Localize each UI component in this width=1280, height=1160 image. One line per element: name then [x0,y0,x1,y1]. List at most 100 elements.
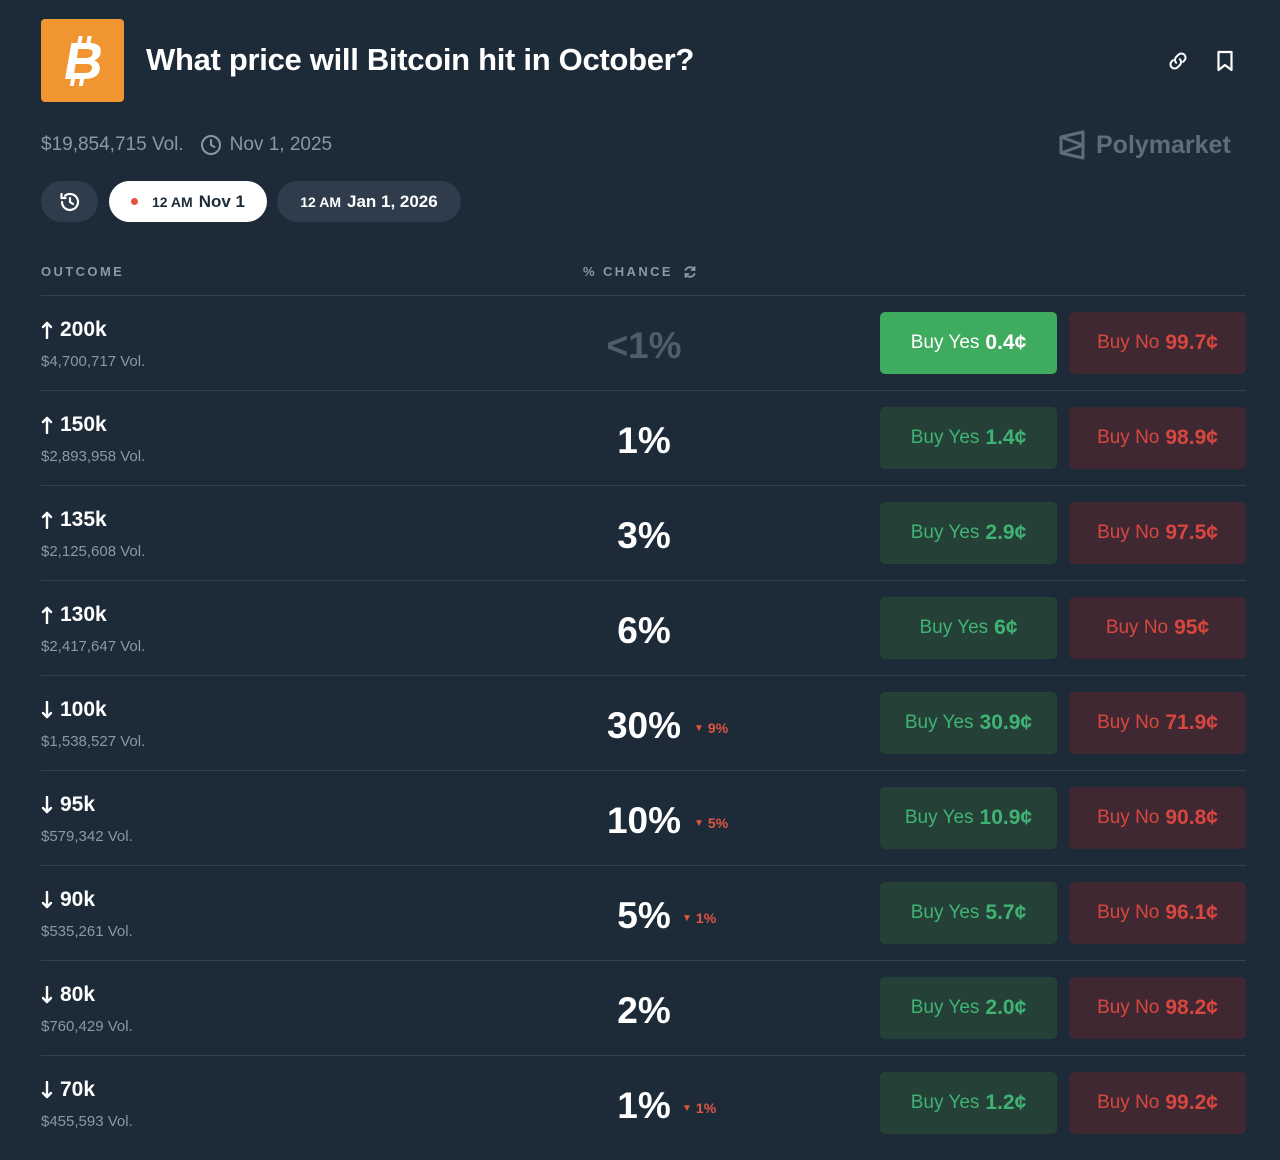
table-row[interactable]: 90k $535,261 Vol. 5% ▼ 1% Buy Yes 5.7¢ Buy No 96… [41,865,1246,960]
yes-price: 1.2¢ [985,1091,1027,1114]
buy-no-label: Buy No [1097,807,1160,828]
chance-value: 3% [617,515,671,556]
clock-icon [200,134,222,156]
buy-no-label: Buy No [1097,997,1160,1018]
no-price: 90.8¢ [1165,806,1218,829]
buy-no-button[interactable]: Buy No 98.9¢ [1069,407,1246,469]
outcome-name: 80k [41,983,95,1007]
table-row[interactable]: 100k $1,538,527 Vol. 30% ▼ 9% Buy Yes 30.9¢ Buy… [41,675,1246,770]
arrow-down-icon [41,701,53,719]
buy-no-button[interactable]: Buy No 99.2¢ [1069,1072,1246,1134]
buy-yes-label: Buy Yes [904,807,974,828]
outcome-volume: $579,342 Vol. [41,828,133,845]
outcome-name: 200k [41,318,107,342]
yes-price: 30.9¢ [979,711,1033,734]
date-pill-jan-1-2026[interactable]: 12 AM Jan 1, 2026 [277,181,461,222]
buy-yes-label: Buy Yes [919,617,989,638]
yes-price: 5.7¢ [985,901,1027,924]
outcome-label: 135k [60,508,107,531]
outcome-volume: $535,261 Vol. [41,923,133,940]
date-pill-nov-1[interactable]: 12 AM Nov 1 [109,181,267,222]
chance-change: ▼ 1% [682,1100,716,1116]
buy-no-button[interactable]: Buy No 99.7¢ [1069,312,1246,374]
chance-value: 10% [606,800,682,841]
chance-change: ▼ 9% [694,720,728,736]
yes-price: 1.4¢ [985,426,1027,449]
buy-yes-button[interactable]: Buy Yes 1.2¢ [880,1072,1057,1134]
buy-no-button[interactable]: Buy No 95¢ [1069,597,1246,659]
yes-price: 0.4¢ [985,331,1027,354]
buy-yes-label: Buy Yes [910,997,980,1018]
outcome-label: 70k [60,1078,96,1101]
arrow-down-icon [41,891,53,909]
outcome-name: 95k [41,793,95,817]
table-row[interactable]: 200k $4,700,717 Vol. <1% Buy Yes 0.4¢ Buy No 9… [41,295,1246,390]
refresh-icon [684,265,696,278]
bookmark-icon[interactable] [1212,48,1238,74]
buy-yes-label: Buy Yes [910,332,980,353]
buy-yes-button[interactable]: Buy Yes 1.4¢ [880,407,1057,469]
buy-yes-label: Buy Yes [910,522,980,543]
buy-no-button[interactable]: Buy No 96.1¢ [1069,882,1246,944]
buy-no-button[interactable]: Buy No 97.5¢ [1069,502,1246,564]
chance-value: 1% [617,1085,671,1126]
buy-yes-button[interactable]: Buy Yes 30.9¢ [880,692,1057,754]
chance-value: <1% [606,325,682,366]
link-icon[interactable] [1165,48,1191,74]
outcome-name: 130k [41,603,107,627]
history-button[interactable] [41,181,98,222]
table-row[interactable]: 135k $2,125,608 Vol. 3% Buy Yes 2.9¢ Buy No 97… [41,485,1246,580]
buy-yes-button[interactable]: Buy Yes 2.0¢ [880,977,1057,1039]
chance-header-label: % CHANCE [583,264,673,279]
buy-no-button[interactable]: Buy No 90.8¢ [1069,787,1246,849]
outcome-volume: $2,417,647 Vol. [41,638,146,655]
table-row[interactable]: 150k $2,893,958 Vol. 1% Buy Yes 1.4¢ Buy No 98… [41,390,1246,485]
buy-yes-button[interactable]: Buy Yes 2.9¢ [880,502,1057,564]
outcome-volume: $4,700,717 Vol. [41,353,146,370]
outcome-column-header: OUTCOME [41,264,125,279]
history-icon [59,192,79,211]
chance-column-header[interactable]: % CHANCE [583,264,697,279]
table-row[interactable]: 130k $2,417,647 Vol. 6% Buy Yes 6¢ Buy No 95¢ [41,580,1246,675]
table-row[interactable]: 80k $760,429 Vol. 2% Buy Yes 2.0¢ Buy No 98.2¢ [41,960,1246,1055]
buy-yes-button[interactable]: Buy Yes 5.7¢ [880,882,1057,944]
change-value: 1% [695,910,717,926]
buy-yes-label: Buy Yes [910,1092,980,1113]
yes-price: 2.0¢ [985,996,1027,1019]
chance-change: ▼ 1% [682,910,716,926]
bitcoin-logo [41,19,124,102]
table-row[interactable]: 70k $455,593 Vol. 1% ▼ 1% Buy Yes 1.2¢ Buy No 99… [41,1055,1246,1150]
buy-no-label: Buy No [1097,427,1160,448]
bitcoin-icon [64,35,101,86]
total-volume: $19,854,715 Vol. [41,134,184,155]
change-value: 1% [695,1100,717,1116]
outcome-label: 80k [60,983,96,1006]
buy-no-label: Buy No [1097,1092,1160,1113]
arrow-up-icon [41,606,53,624]
buy-yes-button[interactable]: Buy Yes 10.9¢ [880,787,1057,849]
outcome-label: 100k [60,698,107,721]
chance-value: 1% [617,420,671,461]
no-price: 99.7¢ [1165,331,1218,354]
buy-yes-label: Buy Yes [910,427,980,448]
page-title: What price will Bitcoin hit in October? [146,42,695,77]
pill-date: Jan 1, 2026 [346,191,438,211]
change-value: 5% [707,815,729,831]
buy-yes-button[interactable]: Buy Yes 6¢ [880,597,1057,659]
outcome-volume: $2,125,608 Vol. [41,543,146,560]
buy-yes-button[interactable]: Buy Yes 0.4¢ [880,312,1057,374]
buy-no-button[interactable]: Buy No 71.9¢ [1069,692,1246,754]
table-row[interactable]: 95k $579,342 Vol. 10% ▼ 5% Buy Yes 10.9¢ Buy No… [41,770,1246,865]
arrow-up-icon [41,321,53,339]
buy-no-label: Buy No [1097,332,1160,353]
no-price: 98.2¢ [1165,996,1218,1019]
buy-no-button[interactable]: Buy No 98.2¢ [1069,977,1246,1039]
outcome-volume: $2,893,958 Vol. [41,448,146,465]
arrow-down-icon [41,1081,53,1099]
outcome-name: 90k [41,888,95,912]
buy-no-label: Buy No [1105,617,1169,638]
outcome-volume: $760,429 Vol. [41,1018,133,1035]
pill-time: 12 AM [151,193,193,210]
end-date: Nov 1, 2025 [229,134,333,155]
outcome-label: 90k [60,888,96,911]
